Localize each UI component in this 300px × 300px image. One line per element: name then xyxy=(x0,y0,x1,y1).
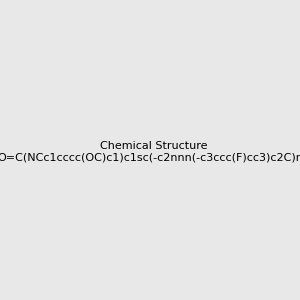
Text: Chemical Structure
O=C(NCc1cccc(OC)c1)c1sc(-c2nnn(-c3ccc(F)cc3)c2C)nc: Chemical Structure O=C(NCc1cccc(OC)c1)c1… xyxy=(0,141,300,162)
